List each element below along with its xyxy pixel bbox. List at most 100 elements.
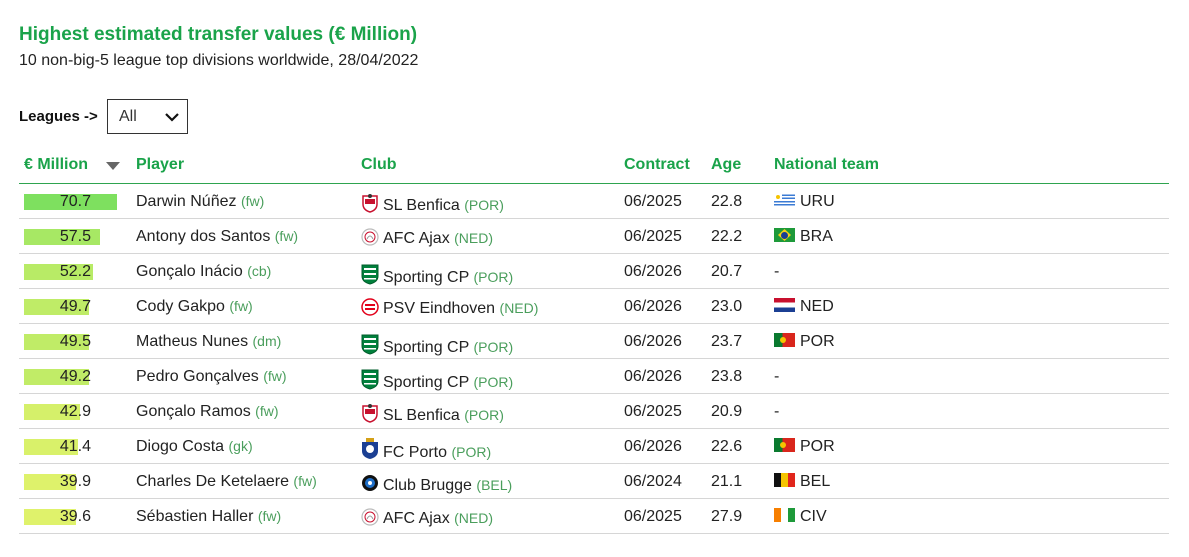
column-header-national-team[interactable]: National team bbox=[774, 156, 879, 173]
club-country: (NED) bbox=[454, 230, 494, 246]
player-position: (fw) bbox=[274, 228, 299, 244]
contract-cell: 06/2025 bbox=[624, 193, 682, 210]
player-name: Gonçalo Ramos bbox=[136, 403, 251, 420]
national-team-code: BEL bbox=[800, 473, 831, 490]
contract-cell: 06/2026 bbox=[624, 298, 682, 315]
player-cell: Sébastien Haller (fw) bbox=[136, 508, 281, 526]
contract-cell: 06/2026 bbox=[624, 333, 682, 350]
column-header-age[interactable]: Age bbox=[711, 156, 742, 173]
national-team-cell: POR bbox=[774, 438, 835, 456]
club-country: (BEL) bbox=[476, 477, 513, 493]
club-name: Sporting CP bbox=[383, 339, 469, 356]
player-name: Diogo Costa bbox=[136, 438, 225, 455]
age-cell: 27.9 bbox=[711, 508, 743, 525]
ajax-crest-icon bbox=[361, 228, 379, 251]
column-header-club[interactable]: Club bbox=[361, 156, 397, 173]
national-team-code: - bbox=[774, 368, 780, 385]
page-title: Highest estimated transfer values (€ Mil… bbox=[19, 24, 418, 45]
player-position: (fw) bbox=[293, 473, 317, 489]
club-name: AFC Ajax bbox=[383, 510, 450, 527]
club-cell: Sporting CP (POR) bbox=[361, 368, 513, 395]
sporting-crest-icon bbox=[361, 333, 379, 360]
club-country: (POR) bbox=[473, 339, 514, 355]
contract-cell: 06/2024 bbox=[624, 473, 682, 490]
club-cell: SL Benfica (POR) bbox=[361, 193, 504, 218]
player-cell: Gonçalo Inácio (cb) bbox=[136, 263, 271, 281]
value-bar bbox=[24, 299, 90, 315]
national-team-code: BRA bbox=[800, 228, 833, 245]
value-bar bbox=[24, 439, 79, 455]
table-row: 57.5 Antony dos Santos (fw) AFC Ajax (NE… bbox=[19, 219, 1169, 254]
bel-flag-icon bbox=[774, 473, 795, 487]
age-cell: 22.8 bbox=[711, 193, 743, 210]
column-header-player[interactable]: Player bbox=[136, 156, 185, 173]
player-name: Cody Gakpo bbox=[136, 298, 225, 315]
age-cell: 22.6 bbox=[711, 438, 743, 455]
player-cell: Charles De Ketelaere (fw) bbox=[136, 473, 317, 491]
por-flag-icon bbox=[774, 333, 795, 347]
por-flag-icon bbox=[774, 438, 795, 452]
player-name: Matheus Nunes bbox=[136, 333, 249, 350]
uru-flag-icon bbox=[774, 193, 795, 207]
column-header-value[interactable]: € Million bbox=[24, 156, 88, 173]
leagues-select[interactable]: All bbox=[107, 99, 188, 134]
club-name: AFC Ajax bbox=[383, 230, 450, 247]
value-bar bbox=[24, 194, 117, 210]
club-name: Sporting CP bbox=[383, 269, 469, 286]
national-team-code: CIV bbox=[800, 508, 827, 525]
club-name: SL Benfica bbox=[383, 407, 460, 424]
value-bar bbox=[24, 509, 77, 525]
value-label: 57.5 bbox=[59, 228, 91, 245]
national-team-code: URU bbox=[800, 193, 835, 210]
contract-cell: 06/2026 bbox=[624, 438, 682, 455]
age-cell: 20.9 bbox=[711, 403, 743, 420]
national-team-cell: CIV bbox=[774, 508, 827, 526]
table-row: 42.9 Gonçalo Ramos (fw) SL Benfica (POR)… bbox=[19, 394, 1169, 429]
club-cell: AFC Ajax (NED) bbox=[361, 228, 493, 251]
value-bar bbox=[24, 404, 81, 420]
ned-flag-icon bbox=[774, 298, 795, 312]
column-header-contract[interactable]: Contract bbox=[624, 156, 690, 173]
value-bar bbox=[24, 474, 77, 490]
value-bar bbox=[24, 334, 90, 350]
player-cell: Pedro Gonçalves (fw) bbox=[136, 368, 287, 386]
player-name: Gonçalo Inácio bbox=[136, 263, 243, 280]
player-name: Darwin Núñez bbox=[136, 193, 237, 210]
sort-desc-icon[interactable] bbox=[106, 162, 120, 170]
value-label: 39.6 bbox=[59, 508, 91, 525]
table-row: 41.4 Diogo Costa (gk) FC Porto (POR) 06/… bbox=[19, 429, 1169, 464]
age-cell: 23.0 bbox=[711, 298, 743, 315]
player-position: (fw) bbox=[229, 298, 253, 314]
leagues-select-value: All bbox=[119, 108, 137, 125]
porto-crest-icon bbox=[361, 438, 379, 465]
player-position: (fw) bbox=[255, 403, 279, 419]
bra-flag-icon bbox=[774, 228, 795, 242]
transfer-values-table: € Million Player Club Contract Age Natio… bbox=[19, 148, 1169, 534]
national-team-cell: - bbox=[774, 263, 779, 281]
club-cell: Sporting CP (POR) bbox=[361, 333, 513, 360]
club-cell: AFC Ajax (NED) bbox=[361, 508, 493, 531]
player-name: Antony dos Santos bbox=[136, 228, 271, 245]
national-team-cell: BEL bbox=[774, 473, 830, 491]
club-country: (POR) bbox=[473, 269, 514, 285]
club-country: (POR) bbox=[473, 374, 514, 390]
player-cell: Cody Gakpo (fw) bbox=[136, 298, 253, 316]
value-label: 49.7 bbox=[59, 298, 91, 315]
chevron-down-icon bbox=[165, 113, 179, 122]
club-country: (NED) bbox=[499, 300, 539, 316]
club-name: PSV Eindhoven bbox=[383, 300, 496, 317]
contract-cell: 06/2025 bbox=[624, 228, 682, 245]
value-bar bbox=[24, 264, 93, 280]
club-cell: Sporting CP (POR) bbox=[361, 263, 513, 290]
national-team-code: - bbox=[774, 403, 780, 420]
value-bar bbox=[24, 369, 89, 385]
table-row: 39.9 Charles De Ketelaere (fw) Club Brug… bbox=[19, 464, 1169, 499]
player-name: Sébastien Haller bbox=[136, 508, 254, 525]
national-team-cell: POR bbox=[774, 333, 835, 351]
club-name: SL Benfica bbox=[383, 197, 460, 214]
table-row: 52.2 Gonçalo Inácio (cb) Sporting CP (PO… bbox=[19, 254, 1169, 289]
national-team-cell: BRA bbox=[774, 228, 833, 246]
value-label: 41.4 bbox=[59, 438, 91, 455]
national-team-cell: URU bbox=[774, 193, 835, 211]
club-name: FC Porto bbox=[383, 444, 448, 461]
